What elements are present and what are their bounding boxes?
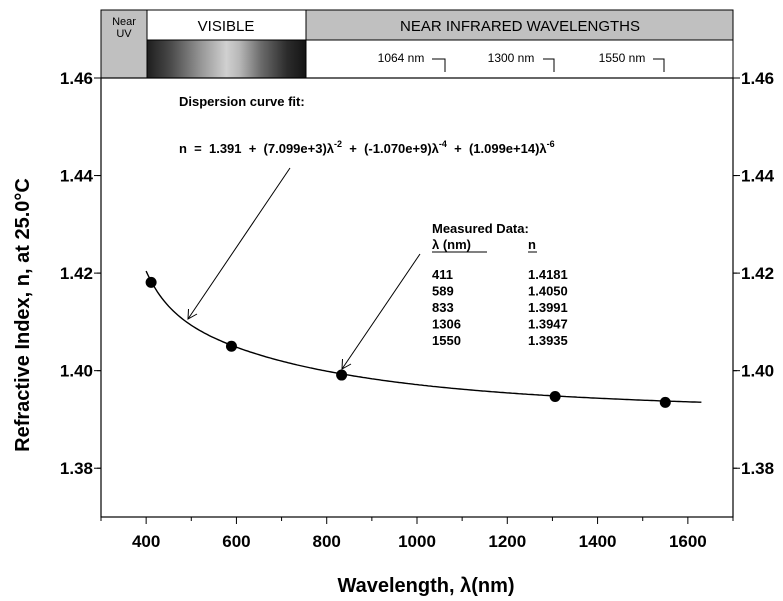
table-cell-n: 1.4181 (528, 267, 568, 282)
table-cell-lambda: 589 (432, 284, 454, 299)
wavelength-markers: 1064 nm 1300 nm 1550 nm (378, 51, 665, 72)
data-point (145, 276, 157, 288)
table-cell-lambda: 833 (432, 300, 454, 315)
data-arrow (341, 253, 421, 370)
wavelength-marker-label: 1550 nm (599, 51, 646, 65)
wavelength-marker-label: 1300 nm (488, 51, 535, 65)
wavelength-marker-line (543, 58, 555, 72)
table-cell-n: 1.3935 (528, 333, 568, 348)
wavelength-marker-line (653, 58, 665, 72)
fit-arrow (187, 167, 291, 320)
near-uv-band (100, 9, 148, 79)
x-axis-title: Wavelength, λ(nm) (337, 575, 514, 597)
table-cell-n: 1.3947 (528, 317, 568, 332)
wavelength-marker-line (432, 58, 446, 72)
y-tick-label-left: 1.42 (60, 264, 93, 283)
equation-exponent: -6 (547, 139, 555, 149)
lambda-column-header: λ (nm) (432, 237, 471, 252)
near-ir-label: NEAR INFRARED WAVELENGTHS (400, 18, 640, 35)
near-uv-label: Near UV (112, 16, 136, 40)
y-tick-label-left: 1.40 (60, 362, 93, 381)
fit-equation: n = 1.391 + (7.099e+3)λ-2 + (-1.070e+9)λ… (179, 139, 555, 156)
data-point (336, 369, 348, 381)
near-uv-line: UV (116, 28, 132, 40)
visible-label: VISIBLE (198, 18, 255, 35)
y-tick-label-right: 1.40 (741, 362, 774, 381)
fit-title: Dispersion curve fit: (179, 94, 305, 109)
y-tick-label-right: 1.38 (741, 459, 774, 478)
spectrum-band: Near UV VISIBLE NEAR INFRARED WAVELENGTHS… (100, 9, 734, 79)
data-points (145, 276, 671, 408)
measured-data-table: 411 1.4181 589 1.4050 833 1.3991 1306 1.3947 155… (432, 267, 568, 348)
equation-exponent: -2 (334, 139, 342, 149)
data-point (659, 396, 671, 408)
x-tick-label: 1200 (488, 532, 526, 551)
wavelength-marker-label: 1064 nm (378, 51, 425, 65)
visible-spectrum (146, 39, 307, 79)
x-tick-label: 1000 (398, 532, 436, 551)
y-tick-label-right: 1.42 (741, 264, 774, 283)
table-cell-lambda: 1306 (432, 317, 461, 332)
equation-part: + (1.099e+14)λ (447, 141, 548, 156)
y-tick-label-left: 1.46 (60, 69, 93, 88)
equation-part: + (-1.070e+9)λ (342, 141, 440, 156)
x-tick-label: 600 (222, 532, 250, 551)
data-point (225, 340, 237, 352)
annotations: Dispersion curve fit: n = 1.391 + (7.099… (179, 94, 568, 370)
y-tick-label-left: 1.44 (60, 167, 94, 186)
fit-curve (145, 270, 702, 403)
near-ir-band-header (305, 9, 734, 41)
y-tick-label-left: 1.38 (60, 459, 93, 478)
table-cell-lambda: 1550 (432, 333, 461, 348)
x-tick-label: 400 (132, 532, 160, 551)
x-tick-label: 800 (313, 532, 341, 551)
x-tick-label: 1600 (669, 532, 707, 551)
data-point (549, 391, 561, 403)
x-tick-label: 1400 (579, 532, 617, 551)
y-axis-title: Refractive Index, n, at 25.0°C (12, 178, 34, 452)
y-tick-label-right: 1.46 (741, 69, 774, 88)
measured-data-title: Measured Data: (432, 221, 529, 236)
n-column-header: n (528, 237, 536, 252)
near-uv-line: Near (112, 16, 136, 28)
table-cell-n: 1.3991 (528, 300, 568, 315)
equation-exponent: -4 (439, 139, 447, 149)
y-tick-label-right: 1.44 (741, 167, 775, 186)
data-arrowhead (341, 358, 352, 370)
fit-arrowhead (187, 308, 198, 320)
table-cell-lambda: 411 (432, 267, 453, 282)
equation-part: n = 1.391 + (7.099e+3)λ (179, 141, 335, 156)
axes: 400 600 800 1000 1200 1400 1600 1.38 1.38 1.40 1.4… (60, 69, 775, 551)
table-cell-n: 1.4050 (528, 284, 568, 299)
